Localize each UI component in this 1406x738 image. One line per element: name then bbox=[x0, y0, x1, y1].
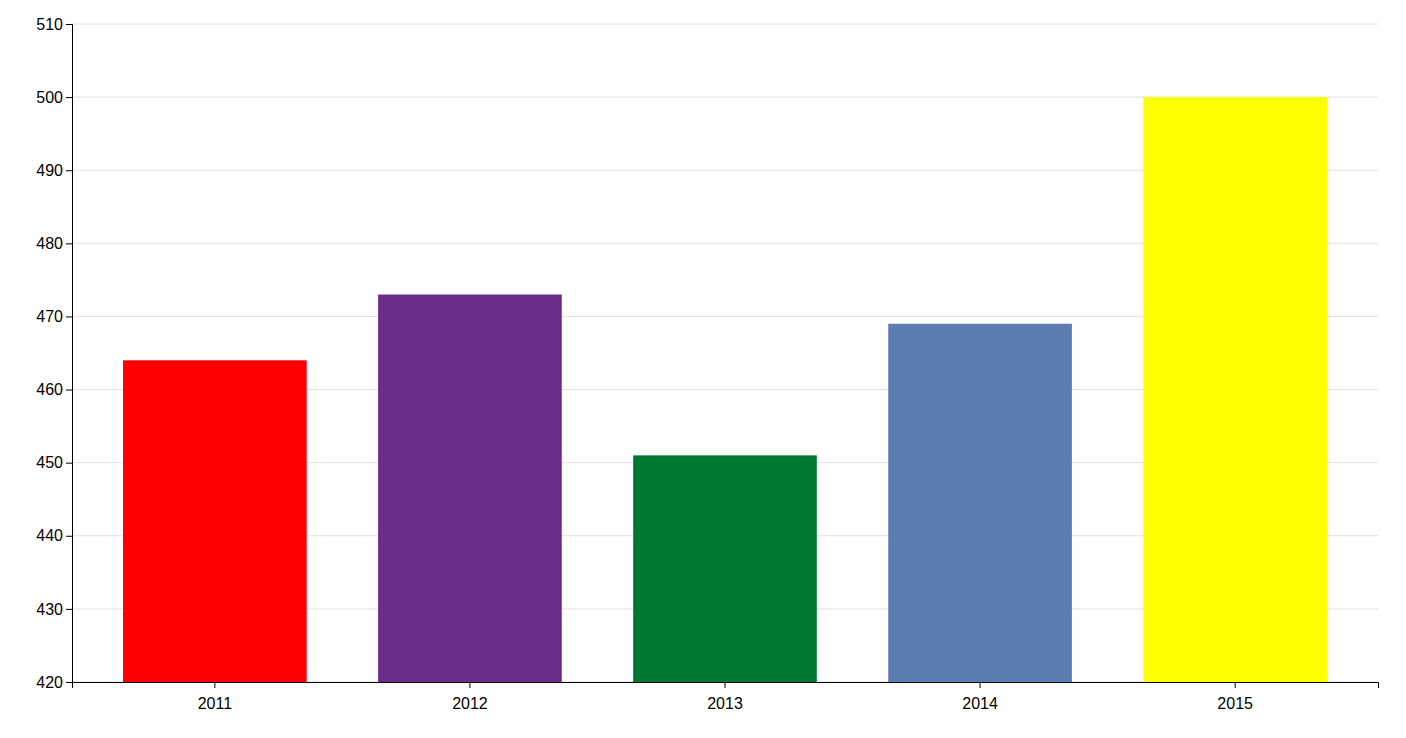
x-tick: 2013 bbox=[707, 682, 743, 712]
plot: 4204304404504604704804905005102011201220… bbox=[36, 16, 1378, 712]
grid bbox=[72, 24, 1378, 682]
y-tick-label: 510 bbox=[36, 16, 63, 33]
y-tick-mark bbox=[66, 170, 72, 171]
x-tick-mark bbox=[980, 682, 981, 688]
y-tick-label: 460 bbox=[36, 381, 63, 398]
y-tick: 420 bbox=[36, 674, 72, 691]
y-tick: 490 bbox=[36, 162, 72, 179]
y-tick-mark bbox=[66, 390, 72, 391]
y-axis-line bbox=[66, 25, 73, 683]
y-tick: 510 bbox=[36, 16, 72, 33]
bar bbox=[888, 324, 1072, 682]
y-tick-label: 450 bbox=[36, 454, 63, 471]
y-tick-label: 500 bbox=[36, 89, 63, 106]
y-tick-label: 480 bbox=[36, 235, 63, 252]
x-tick-mark bbox=[1235, 682, 1236, 688]
grid-line bbox=[72, 24, 1378, 25]
x-tick: 2014 bbox=[962, 682, 998, 712]
y-tick: 430 bbox=[36, 601, 72, 618]
y-tick: 480 bbox=[36, 235, 72, 252]
bar bbox=[1143, 97, 1327, 682]
bar bbox=[378, 295, 562, 682]
y-tick-label: 440 bbox=[36, 527, 63, 544]
x-tick: 2012 bbox=[452, 682, 488, 712]
x-tick-label: 2013 bbox=[707, 695, 743, 712]
bar bbox=[123, 360, 307, 682]
y-tick-label: 470 bbox=[36, 308, 63, 325]
y-tick: 450 bbox=[36, 454, 72, 471]
x-tick-label: 2012 bbox=[452, 695, 488, 712]
x-axis-line bbox=[73, 683, 1379, 689]
y-tick: 460 bbox=[36, 381, 72, 398]
y-tick-label: 490 bbox=[36, 162, 63, 179]
x-tick: 2011 bbox=[198, 682, 233, 712]
x-tick: 2015 bbox=[1217, 682, 1253, 712]
y-tick-mark bbox=[66, 463, 72, 464]
y-tick-mark bbox=[66, 24, 72, 25]
bar bbox=[633, 455, 817, 682]
x-tick-mark bbox=[725, 682, 726, 688]
x-axis: 2011 2012 2013 2014 2015 bbox=[73, 682, 1379, 712]
y-tick-label: 420 bbox=[36, 674, 63, 691]
y-tick-mark bbox=[66, 682, 72, 683]
y-tick-mark bbox=[66, 536, 72, 537]
x-tick-mark bbox=[214, 682, 215, 688]
y-tick: 440 bbox=[36, 527, 72, 544]
y-tick-mark bbox=[66, 97, 72, 98]
y-axis: 420 430 440 450 460 470 480 490 500 510 bbox=[36, 16, 72, 691]
y-tick: 470 bbox=[36, 308, 72, 325]
y-tick-mark bbox=[66, 609, 72, 610]
y-tick: 500 bbox=[36, 89, 72, 106]
bars bbox=[123, 97, 1327, 682]
x-tick-label: 2011 bbox=[198, 695, 233, 712]
y-tick-mark bbox=[66, 316, 72, 317]
chart: 4204304404504604704804905005102011201220… bbox=[0, 0, 1406, 738]
y-tick-mark bbox=[66, 243, 72, 244]
x-tick-label: 2014 bbox=[962, 695, 998, 712]
x-tick-label: 2015 bbox=[1217, 695, 1253, 712]
y-tick-label: 430 bbox=[36, 601, 63, 618]
x-tick-mark bbox=[469, 682, 470, 688]
